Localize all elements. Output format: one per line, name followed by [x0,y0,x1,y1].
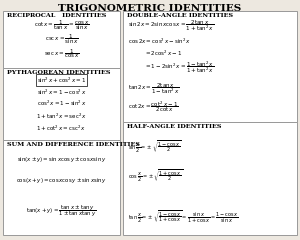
Text: $\tan(x + y) = \dfrac{\tan x \pm \tan y}{1 \pm \tan x\tan y}$: $\tan(x + y) = \dfrac{\tan x \pm \tan y}… [26,204,97,219]
Text: $\tan\dfrac{x}{2} = \pm\sqrt{\dfrac{1-\cos x}{1+\cos x}} = \dfrac{\sin x}{1+\cos: $\tan\dfrac{x}{2} = \pm\sqrt{\dfrac{1-\c… [128,210,239,225]
Text: $\sin(x \pm y) = \sin x\cos y \pm \cos x\sin y$: $\sin(x \pm y) = \sin x\cos y \pm \cos x… [16,155,106,164]
Text: $\cos(x + y) = \cos x\cos y \pm \sin x\sin y$: $\cos(x + y) = \cos x\cos y \pm \sin x\s… [16,176,107,185]
FancyBboxPatch shape [123,122,297,235]
Text: $\csc x = \dfrac{1}{\sin x}$: $\csc x = \dfrac{1}{\sin x}$ [45,33,78,47]
Text: $\cos^2 x = 1 - \sin^2 x$: $\cos^2 x = 1 - \sin^2 x$ [37,99,86,108]
Text: PYTHAGOREAN IDENTITIES: PYTHAGOREAN IDENTITIES [7,70,110,75]
Text: $1 + \cot^2 x = \csc^2 x$: $1 + \cot^2 x = \csc^2 x$ [36,124,87,133]
Text: SUM AND DIFFERENCE IDENTITIES: SUM AND DIFFERENCE IDENTITIES [7,142,140,147]
FancyBboxPatch shape [3,68,120,140]
Text: $\cot 2x = \dfrac{\cot^2 x - 1}{2\cot x}$: $\cot 2x = \dfrac{\cot^2 x - 1}{2\cot x}… [128,100,179,115]
Text: $\quad\quad\quad = 2\cos^2 x - 1$: $\quad\quad\quad = 2\cos^2 x - 1$ [128,48,183,58]
Text: $\sin 2x = 2\sin x\cos x = \dfrac{2\tan x}{1+\tan^2 x}$: $\sin 2x = 2\sin x\cos x = \dfrac{2\tan … [128,18,214,33]
Text: TRIGONOMETRIC IDENTITIES: TRIGONOMETRIC IDENTITIES [58,4,242,12]
Text: $\cot x = \dfrac{1}{\tan x} = \dfrac{\cos x}{\sin x}$: $\cot x = \dfrac{1}{\tan x} = \dfrac{\co… [34,18,89,32]
Text: $\sin\dfrac{x}{2} = \pm\sqrt{\dfrac{1-\cos x}{2}}$: $\sin\dfrac{x}{2} = \pm\sqrt{\dfrac{1-\c… [128,140,182,155]
Text: $\cos\dfrac{x}{2} = \pm\sqrt{\dfrac{1+\cos x}{2}}$: $\cos\dfrac{x}{2} = \pm\sqrt{\dfrac{1+\c… [128,169,184,184]
FancyBboxPatch shape [123,11,297,122]
Text: RECIPROCAL   IDENTITIES: RECIPROCAL IDENTITIES [7,13,106,18]
Text: $\sec x = \dfrac{1}{\cos x}$: $\sec x = \dfrac{1}{\cos x}$ [44,48,79,60]
FancyBboxPatch shape [3,11,120,68]
Text: DOUBLE-ANGLE IDENTITIES: DOUBLE-ANGLE IDENTITIES [127,13,233,18]
Text: $\sin^2 x + \cos^2 x = 1$: $\sin^2 x + \cos^2 x = 1$ [37,75,86,84]
Text: $\sin^2 x = 1 - \cos^2 x$: $\sin^2 x = 1 - \cos^2 x$ [37,88,86,97]
Text: HALF-ANGLE IDENTITIES: HALF-ANGLE IDENTITIES [127,124,221,129]
FancyBboxPatch shape [3,140,120,235]
Text: $\cos 2x = \cos^2 x - \sin^2 x$: $\cos 2x = \cos^2 x - \sin^2 x$ [128,36,192,46]
Text: $\quad\quad\quad = 1 - 2\sin^2 x = \dfrac{1-\tan^2 x}{1+\tan^2 x}$: $\quad\quad\quad = 1 - 2\sin^2 x = \dfra… [128,59,214,75]
Text: $1 + \tan^2 x = \sec^2 x$: $1 + \tan^2 x = \sec^2 x$ [36,111,87,120]
Text: $\tan 2x = \dfrac{2\tan x}{1-\tan^2 x}$: $\tan 2x = \dfrac{2\tan x}{1-\tan^2 x}$ [128,82,180,96]
